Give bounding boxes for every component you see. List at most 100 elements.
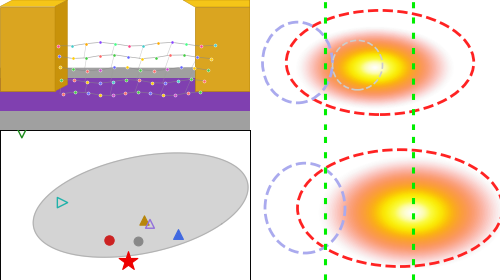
Circle shape <box>352 56 398 80</box>
Circle shape <box>378 192 446 233</box>
Circle shape <box>352 55 399 80</box>
Circle shape <box>406 209 418 216</box>
Circle shape <box>400 205 425 220</box>
Point <box>58 200 66 205</box>
Circle shape <box>403 207 422 218</box>
Circle shape <box>345 172 480 253</box>
Circle shape <box>334 46 415 89</box>
Circle shape <box>396 202 430 223</box>
Circle shape <box>395 202 430 223</box>
Circle shape <box>372 188 452 237</box>
Circle shape <box>408 210 416 215</box>
Circle shape <box>338 49 411 87</box>
Circle shape <box>337 48 413 87</box>
Circle shape <box>360 60 390 75</box>
Circle shape <box>390 199 435 226</box>
Circle shape <box>354 178 470 247</box>
Circle shape <box>385 196 440 229</box>
Circle shape <box>364 184 461 242</box>
Circle shape <box>384 195 442 230</box>
Circle shape <box>356 58 395 78</box>
Circle shape <box>322 40 428 95</box>
Circle shape <box>358 180 467 245</box>
Circle shape <box>329 44 421 92</box>
Circle shape <box>368 64 382 71</box>
Circle shape <box>363 61 387 74</box>
Circle shape <box>402 206 423 219</box>
Circle shape <box>372 66 378 69</box>
Circle shape <box>362 183 462 242</box>
Text: V$_{ds}$>0: V$_{ds}$>0 <box>260 2 310 20</box>
Circle shape <box>361 182 464 244</box>
Circle shape <box>367 64 383 72</box>
Circle shape <box>377 192 448 234</box>
Circle shape <box>362 61 388 75</box>
Circle shape <box>360 60 390 76</box>
Circle shape <box>360 60 390 76</box>
Circle shape <box>410 211 415 214</box>
Circle shape <box>366 63 384 73</box>
Circle shape <box>345 52 405 83</box>
Circle shape <box>404 208 420 217</box>
Circle shape <box>380 193 446 232</box>
Circle shape <box>348 54 402 81</box>
Point <box>124 259 132 263</box>
Circle shape <box>353 177 472 248</box>
Circle shape <box>404 208 420 217</box>
Circle shape <box>384 196 440 229</box>
Circle shape <box>352 176 474 249</box>
Circle shape <box>368 64 382 71</box>
Point <box>146 221 154 226</box>
Circle shape <box>346 52 405 83</box>
Circle shape <box>324 41 426 95</box>
Circle shape <box>343 51 407 84</box>
Polygon shape <box>33 153 248 257</box>
Circle shape <box>388 198 437 227</box>
Circle shape <box>406 209 419 216</box>
Circle shape <box>364 62 386 73</box>
Circle shape <box>376 190 450 235</box>
Circle shape <box>363 62 387 74</box>
Circle shape <box>406 209 418 216</box>
Circle shape <box>360 60 390 75</box>
Circle shape <box>393 201 432 224</box>
Circle shape <box>399 205 426 221</box>
Circle shape <box>394 202 431 223</box>
Circle shape <box>374 190 450 235</box>
Circle shape <box>354 57 396 78</box>
Circle shape <box>350 175 476 250</box>
Circle shape <box>374 67 376 68</box>
Circle shape <box>402 206 423 219</box>
Polygon shape <box>0 78 250 111</box>
Circle shape <box>390 199 434 226</box>
Circle shape <box>374 67 376 68</box>
Point <box>106 238 114 242</box>
Circle shape <box>392 200 434 225</box>
Circle shape <box>342 51 407 85</box>
Circle shape <box>381 193 444 232</box>
Circle shape <box>348 53 402 82</box>
Circle shape <box>408 210 418 216</box>
Circle shape <box>386 197 440 229</box>
Circle shape <box>396 203 428 222</box>
Circle shape <box>328 43 422 92</box>
Circle shape <box>356 179 469 246</box>
Circle shape <box>398 204 427 221</box>
Circle shape <box>412 212 414 213</box>
Circle shape <box>372 66 378 69</box>
Circle shape <box>325 41 425 94</box>
Circle shape <box>370 65 380 70</box>
Circle shape <box>340 49 410 86</box>
Circle shape <box>382 194 443 231</box>
Circle shape <box>370 188 454 238</box>
Circle shape <box>346 53 404 83</box>
Circle shape <box>364 62 386 74</box>
Circle shape <box>373 67 377 69</box>
Circle shape <box>346 53 404 83</box>
Circle shape <box>370 65 380 71</box>
Circle shape <box>406 208 419 217</box>
Circle shape <box>412 212 414 213</box>
Circle shape <box>368 64 382 72</box>
Circle shape <box>369 65 381 71</box>
Circle shape <box>380 193 444 232</box>
